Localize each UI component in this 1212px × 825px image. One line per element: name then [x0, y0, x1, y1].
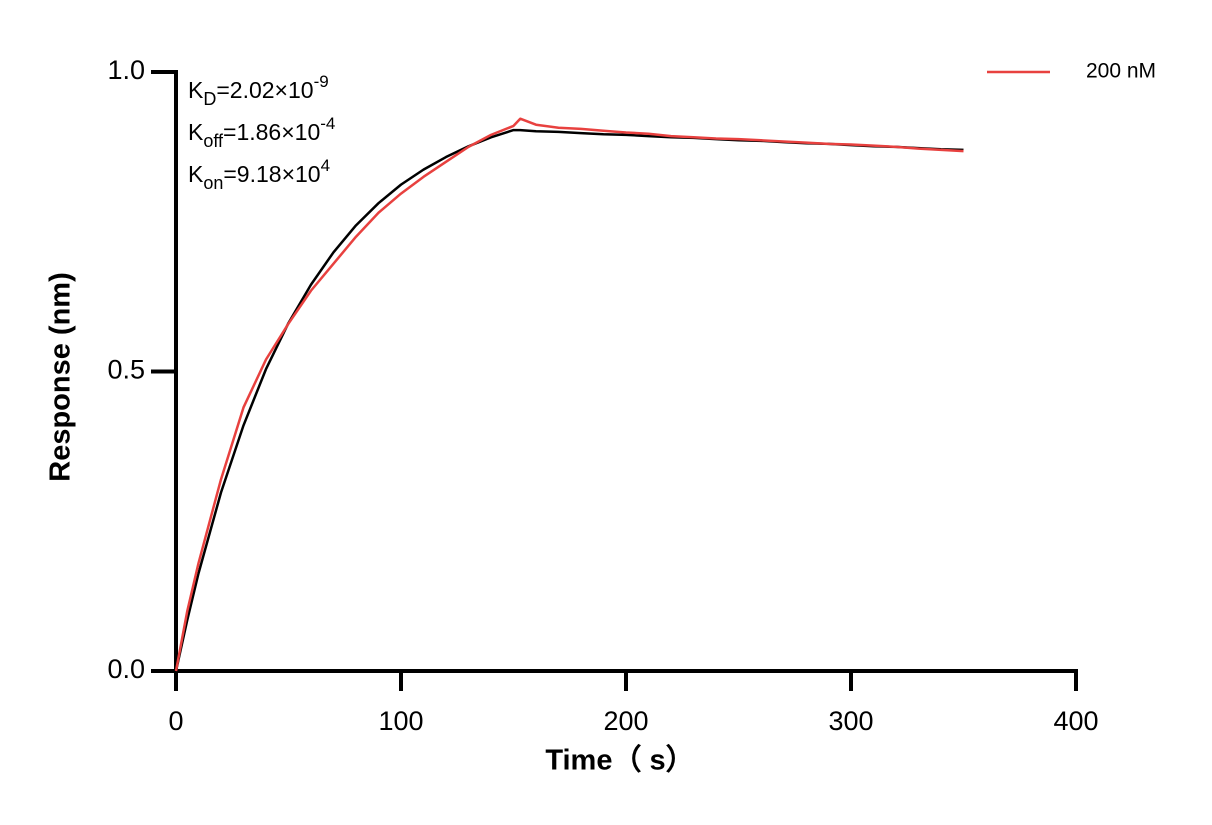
annotation: Kon=9.18×104: [188, 156, 330, 192]
data-line: [174, 128, 964, 672]
x-axis-title: Time（ s）: [545, 744, 694, 777]
annotation-sup: 4: [321, 156, 330, 175]
annotation-sub: D: [203, 89, 216, 109]
annotation-sub: on: [203, 173, 223, 193]
annotation-text: =9.18×10: [223, 161, 320, 187]
x-tick-label: 300: [828, 706, 873, 736]
y-axis-title: Response (nm): [45, 272, 77, 481]
y-tick-label: 0.5: [107, 355, 145, 385]
annotation-text: =2.02×10: [216, 77, 313, 103]
data-line: [174, 117, 964, 672]
annotation: KD=2.02×10-9: [188, 72, 329, 108]
y-tick-label: 1.0: [107, 55, 145, 85]
x-tick-label: 200: [603, 706, 648, 736]
x-tick-label: 400: [1053, 706, 1098, 736]
annotation-base: K: [188, 77, 204, 103]
legend-label: 200 nM: [1086, 60, 1156, 83]
annotation-sup: -4: [320, 114, 335, 133]
annotation-sup: -9: [314, 72, 329, 91]
annotation-sub: off: [203, 131, 224, 151]
annotation-base: K: [188, 119, 204, 145]
annotation-base: K: [188, 161, 204, 187]
x-tick-label: 100: [378, 706, 423, 736]
y-tick-label: 0.0: [107, 654, 145, 684]
annotation: Koff=1.86×10-4: [188, 114, 335, 150]
x-tick-label: 0: [168, 706, 183, 736]
annotation-text: =1.86×10: [223, 119, 320, 145]
